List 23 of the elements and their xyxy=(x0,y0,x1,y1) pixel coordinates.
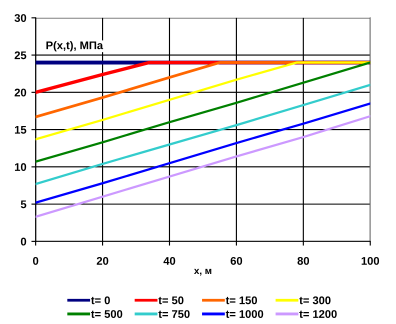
legend-label: t= 0 xyxy=(91,296,110,304)
y-tick-label: 20 xyxy=(14,88,26,96)
legend-label: t= 300 xyxy=(299,296,331,304)
legend-label: t= 500 xyxy=(91,310,122,318)
legend-label: t= 50 xyxy=(158,296,184,304)
legend-label: t= 1200 xyxy=(299,310,337,318)
y-tick-label: 30 xyxy=(14,14,26,22)
x-axis-title: x, м xyxy=(194,268,212,276)
legend-label: t= 750 xyxy=(158,310,190,318)
y-tick-label: 25 xyxy=(14,51,26,60)
x-tick-label: 20 xyxy=(96,256,108,265)
y-tick-label: 5 xyxy=(20,200,26,208)
y-axis-title: P(x,t), МПа xyxy=(46,41,104,52)
y-tick-label: 15 xyxy=(14,126,26,134)
legend-label: t= 1000 xyxy=(226,310,264,318)
y-tick-label: 0 xyxy=(20,238,26,246)
x-tick-label: 0 xyxy=(32,256,38,265)
x-tick-label: 60 xyxy=(230,256,242,265)
legend-label: t= 150 xyxy=(226,296,258,304)
y-tick-label: 10 xyxy=(14,163,26,171)
x-tick-label: 100 xyxy=(362,256,380,265)
x-tick-label: 80 xyxy=(298,256,310,265)
x-tick-label: 40 xyxy=(163,256,176,265)
